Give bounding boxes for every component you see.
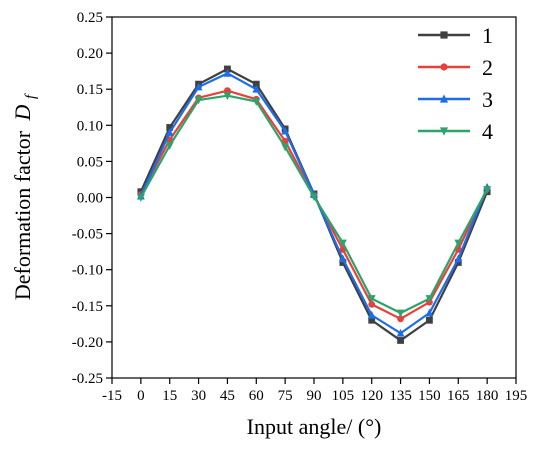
data-point: [252, 98, 261, 106]
y-tick-label: -0.20: [72, 335, 103, 351]
data-point: [396, 309, 405, 318]
x-tick-label: 60: [249, 388, 264, 404]
series-layer: [136, 65, 492, 344]
y-tick-label: 0.10: [77, 118, 103, 134]
data-point: [223, 68, 232, 77]
data-point: [281, 126, 290, 135]
data-point: [368, 316, 376, 324]
x-tick-label: 15: [162, 388, 177, 404]
data-point: [136, 194, 145, 202]
x-axis: -15 0 15 30 45 60 75 90 105 120 135 150 165 180 195: [102, 378, 527, 404]
y-tick-label: -0.10: [72, 263, 103, 279]
data-point: [454, 239, 463, 248]
x-tick-label: 165: [447, 388, 470, 404]
data-point: [425, 295, 434, 303]
y-tick-label: 0.15: [77, 82, 103, 98]
data-point: [310, 193, 318, 202]
data-point: [439, 94, 449, 103]
data-point: [339, 259, 347, 266]
x-tick-label: 135: [389, 388, 412, 404]
legend-item-1: 1: [418, 23, 493, 48]
data-point: [252, 80, 260, 88]
data-point: [194, 96, 203, 105]
y-tick-label: 0.05: [77, 154, 103, 170]
y-tick-label: 0.00: [77, 191, 103, 207]
legend-label: 3: [482, 87, 493, 112]
y-tick-label: 0.20: [77, 46, 103, 62]
data-point: [338, 254, 347, 263]
data-point: [396, 328, 405, 337]
legend-label: 4: [482, 119, 493, 144]
x-tick-label: 45: [220, 388, 235, 404]
legend-item-3: 3: [418, 87, 493, 112]
data-point: [454, 259, 462, 266]
data-point: [165, 128, 174, 136]
x-tick-label: 75: [278, 388, 293, 404]
y-tick-label: -0.05: [72, 227, 103, 243]
x-tick-label: 0: [137, 388, 145, 404]
data-point: [368, 300, 376, 308]
data-point: [483, 186, 492, 194]
legend-label: 2: [482, 55, 493, 80]
y-tick-label: -0.15: [72, 299, 103, 315]
x-tick-label: 90: [307, 388, 322, 404]
y-tick-label: -0.25: [72, 371, 103, 387]
data-point: [397, 337, 404, 344]
x-tick-label: 120: [360, 388, 383, 404]
x-tick-label: 30: [191, 388, 206, 404]
data-point: [338, 239, 347, 248]
data-point: [194, 82, 203, 91]
data-point: [165, 142, 174, 150]
legend-item-2: 2: [418, 55, 493, 80]
series-line: [139, 94, 489, 315]
x-tick-label: -15: [102, 388, 122, 404]
y-axis-title-subscript: f: [23, 93, 39, 99]
y-axis: 0.25 0.20 0.15 0.10 0.05 0.00 -0.05 -0.10 -0.15 -…: [72, 10, 112, 387]
data-point: [367, 310, 376, 319]
series-4: [136, 92, 492, 318]
legend-label: 1: [482, 23, 493, 48]
y-axis-title: Deformation factor D f: [10, 93, 39, 300]
x-tick-label: 105: [332, 388, 355, 404]
y-axis-title-symbol: D: [10, 104, 35, 121]
data-point: [440, 31, 448, 39]
data-point: [252, 84, 261, 93]
series-1: [137, 65, 491, 344]
x-tick-label: 180: [476, 388, 499, 404]
data-point: [367, 295, 376, 303]
data-point: [439, 127, 449, 136]
data-point: [397, 315, 404, 323]
x-tick-label: 195: [505, 388, 528, 404]
data-point: [166, 124, 174, 131]
data-point: [454, 254, 463, 263]
x-axis-title: Input angle/ (°): [247, 414, 382, 439]
data-point: [223, 92, 232, 101]
data-point: [281, 143, 290, 152]
data-point: [425, 308, 434, 317]
y-axis-title-text: Deformation factor: [10, 130, 35, 300]
series-line: [139, 72, 489, 335]
series-line: [139, 89, 489, 320]
x-tick-label: 150: [418, 388, 441, 404]
series-2: [137, 87, 491, 323]
y-tick-label: 0.25: [77, 10, 103, 26]
legend: 1 2 3 4: [418, 23, 493, 144]
data-point: [440, 63, 448, 71]
legend-item-4: 4: [418, 119, 493, 144]
data-point: [426, 316, 433, 324]
